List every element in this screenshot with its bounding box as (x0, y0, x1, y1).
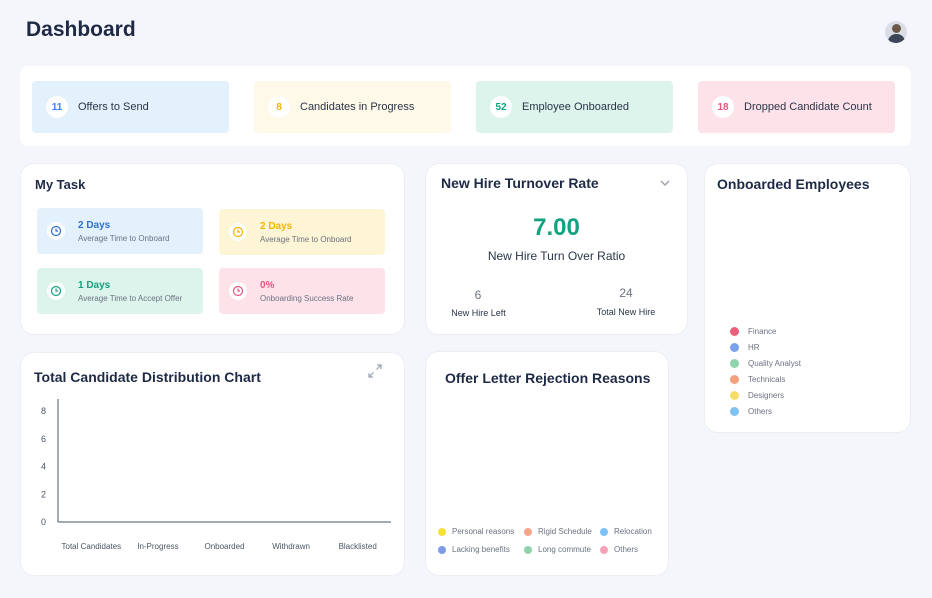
legend-label: Long commute (538, 545, 591, 554)
legend-swatch (600, 545, 608, 554)
legend-item[interactable]: Rigid Schedule (524, 527, 592, 536)
legend-swatch (524, 527, 532, 536)
legend-item[interactable]: Designers (730, 391, 784, 400)
legend-swatch (730, 343, 739, 352)
y-tick-label: 6 (41, 434, 46, 444)
y-tick-label: 8 (41, 406, 46, 416)
legend-item[interactable]: HR (730, 343, 760, 352)
stat-card-offers-to-send[interactable]: 11 Offers to Send (32, 81, 229, 133)
legend-label: Personal reasons (452, 527, 515, 536)
stat-count-badge: 52 (490, 96, 512, 118)
new-hire-left-count: 6 (474, 288, 482, 302)
stats-strip: 11 Offers to Send 8 Candidates in Progre… (20, 66, 911, 146)
x-tick-label: Blacklisted (339, 542, 377, 551)
task-label: Average Time to Onboard (78, 234, 170, 243)
distribution-chart: 0 2 4 6 8 Total Candidates In-Progress Onboarde… (41, 399, 391, 551)
avatar-head (892, 24, 901, 33)
onboarded-employees-title: Onboarded Employees (717, 176, 870, 192)
task-value: 2 Days (78, 220, 111, 231)
task-tile-onboarding-success-rate[interactable]: 0% Onboarding Success Rate (219, 268, 385, 314)
y-tick-label: 4 (41, 462, 46, 472)
stat-count-badge: 8 (268, 96, 290, 118)
stat-card-employee-onboarded[interactable]: 52 Employee Onboarded (476, 81, 673, 133)
legend-item[interactable]: Others (600, 545, 638, 554)
chevron-down-icon[interactable] (658, 176, 672, 190)
legend-label: Others (748, 407, 773, 416)
page-title: Dashboard (26, 18, 136, 41)
expand-icon[interactable] (367, 363, 383, 379)
legend-swatch (730, 327, 739, 336)
stat-label: Offers to Send (78, 101, 149, 113)
legend-item[interactable]: Personal reasons (438, 527, 514, 536)
legend-swatch (730, 359, 739, 368)
stat-label: Dropped Candidate Count (744, 101, 872, 113)
task-label: Onboarding Success Rate (260, 294, 354, 303)
stat-count-badge: 11 (46, 96, 68, 118)
task-tile-average-time-to-accept-offer[interactable]: 1 Days Average Time to Accept Offer (37, 268, 203, 314)
distribution-chart-title: Total Candidate Distribution Chart (34, 369, 261, 385)
y-tick-label: 2 (41, 489, 46, 499)
onboarded-employees-card: Onboarded Employees Finance HR Quality Ana… (704, 163, 911, 433)
new-hire-left-label: New Hire Left (451, 308, 506, 318)
legend-item[interactable]: Finance (730, 327, 776, 336)
legend-swatch (438, 545, 446, 554)
y-tick-label: 0 (41, 517, 46, 527)
task-label: Average Time to Onboard (260, 235, 352, 244)
legend-swatch (438, 527, 446, 536)
stat-card-candidates-in-progress[interactable]: 8 Candidates in Progress (254, 81, 451, 133)
task-label: Average Time to Accept Offer (78, 294, 183, 303)
turnover-ratio-label: New Hire Turn Over Ratio (487, 249, 626, 263)
my-task-card: My Task 2 Days Average Time to Onboard 2… (20, 163, 405, 335)
x-tick-label: Withdrawn (272, 542, 310, 551)
legend-swatch (730, 375, 739, 384)
legend-item[interactable]: Technicals (730, 375, 785, 384)
total-new-hire-label: Total New Hire (596, 307, 656, 317)
total-new-hire-count: 24 (619, 286, 633, 300)
avatar[interactable] (885, 21, 907, 43)
legend-label: Designers (748, 391, 785, 400)
legend-item[interactable]: Relocation (600, 527, 652, 536)
x-tick-label: Total Candidates (62, 542, 122, 551)
stat-label: Candidates in Progress (300, 101, 415, 113)
legend-swatch (600, 527, 608, 536)
my-task-title: My Task (35, 177, 86, 192)
clock-icon (229, 282, 247, 300)
x-tick-label: Onboarded (204, 542, 244, 551)
clock-icon (229, 223, 247, 241)
x-tick-label: In-Progress (137, 542, 178, 551)
legend-swatch (524, 545, 532, 554)
task-tile-average-time-to-onboard[interactable]: 2 Days Average Time to Onboard (37, 208, 203, 254)
legend-label: Lacking benefits (452, 545, 510, 554)
avatar-body (888, 34, 905, 43)
clock-icon (47, 222, 65, 240)
turnover-title: New Hire Turnover Rate (441, 175, 599, 191)
task-value: 1 Days (78, 280, 111, 291)
task-tile-average-time-to-onboard-2[interactable]: 2 Days Average Time to Onboard (219, 209, 385, 255)
legend-label: HR (748, 343, 760, 352)
distribution-chart-card: Total Candidate Distribution Chart 0 2 4 6 8… (20, 352, 405, 576)
legend-label: Finance (748, 327, 777, 336)
stat-label: Employee Onboarded (522, 101, 630, 113)
legend-label: Quality Analyst (748, 359, 801, 368)
legend-swatch (730, 391, 739, 400)
legend-item[interactable]: Quality Analyst (730, 359, 801, 368)
legend-item[interactable]: Others (730, 407, 772, 416)
clock-icon (47, 282, 65, 300)
legend-label: Others (614, 545, 639, 554)
legend-swatch (730, 407, 739, 416)
legend-label: Rigid Schedule (538, 527, 592, 536)
turnover-card: New Hire Turnover Rate 7.00 New Hire Tur… (425, 163, 688, 335)
task-value: 0% (260, 280, 275, 291)
rejection-reasons-title: Offer Letter Rejection Reasons (445, 370, 651, 386)
legend-item[interactable]: Lacking benefits (438, 545, 510, 554)
legend-label: Relocation (614, 527, 652, 536)
stat-count-badge: 18 (712, 96, 734, 118)
stat-card-dropped-candidate-count[interactable]: 18 Dropped Candidate Count (698, 81, 895, 133)
task-value: 2 Days (260, 221, 293, 232)
rejection-reasons-card: Offer Letter Rejection Reasons Personal … (425, 351, 669, 576)
turnover-value: 7.00 (533, 214, 580, 241)
legend-label: Technicals (748, 375, 786, 384)
legend-item[interactable]: Long commute (524, 545, 591, 554)
